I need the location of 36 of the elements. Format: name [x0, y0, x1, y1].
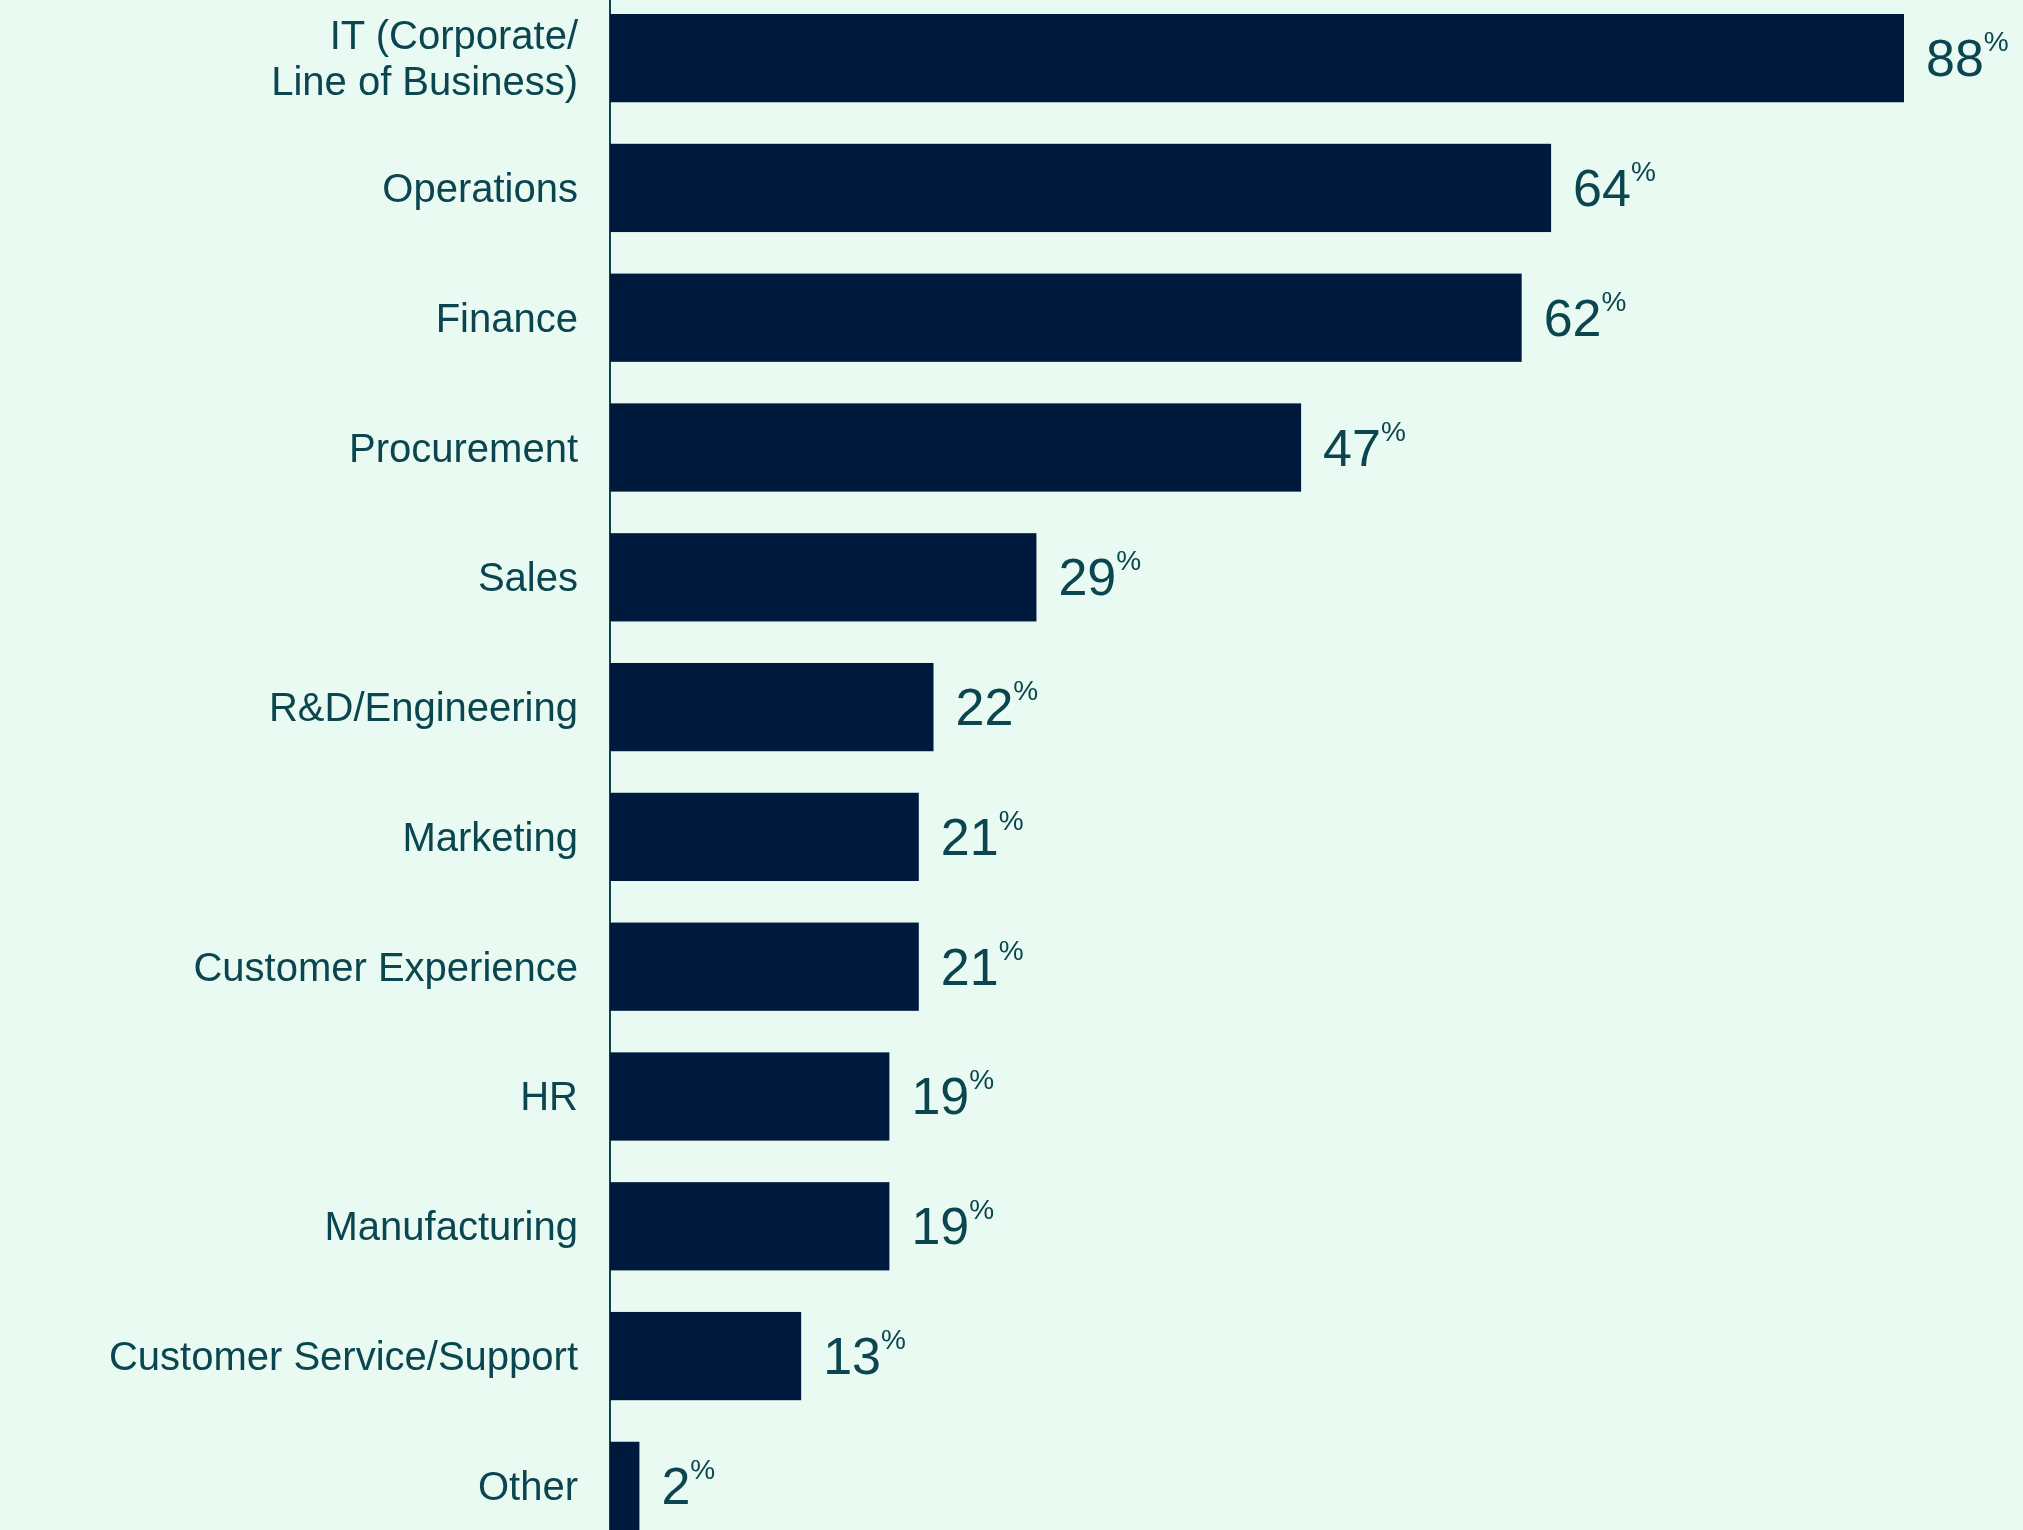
y-tick-label: Other	[477, 1463, 578, 1508]
bar	[610, 1441, 640, 1530]
data-label: 47$^{%}$	[1323, 415, 1406, 477]
bar	[610, 1311, 802, 1401]
bar	[610, 403, 1302, 492]
bar	[610, 792, 919, 882]
y-tick-label: Manufacturing	[324, 1204, 578, 1249]
data-label: 19$^{%}$	[911, 1194, 995, 1256]
data-label: 13$^{%}$	[823, 1323, 906, 1386]
data-label: 29$^{%}$	[1058, 545, 1142, 607]
data-label: 22$^{%}$	[955, 674, 1039, 737]
y-tick-label: Customer Experience	[193, 944, 578, 989]
y-tick-label: Finance	[435, 295, 578, 340]
bar	[610, 143, 1552, 233]
y-tick-label: Customer Service/Support	[108, 1334, 578, 1379]
bar	[610, 1182, 890, 1271]
y-tick-label: HR	[520, 1074, 578, 1119]
data-label: 21$^{%}$	[940, 804, 1024, 866]
data-label: 2$^{%}$	[661, 1453, 716, 1515]
y-tick-label: Procurement	[349, 425, 578, 470]
data-label: 64$^{%}$	[1573, 155, 1656, 217]
bar	[610, 533, 1037, 622]
y-tick-label: Operations	[382, 165, 578, 210]
y-tick-label: Sales	[477, 555, 578, 600]
bar	[610, 14, 1904, 103]
data-label: 88$^{%}$	[1926, 25, 2009, 88]
y-tick-label: IT (Corporate/ Line of Business)	[271, 13, 579, 104]
bar	[610, 662, 934, 752]
data-label: 19$^{%}$	[911, 1064, 995, 1126]
bar	[610, 273, 1522, 362]
data-label: 21$^{%}$	[940, 934, 1024, 996]
y-tick-label: R&D/Engineering	[268, 685, 578, 730]
data-label: 62$^{%}$	[1543, 285, 1627, 347]
bar	[610, 922, 919, 1011]
bar	[610, 1052, 890, 1141]
y-tick-label: Marketing	[402, 814, 578, 859]
